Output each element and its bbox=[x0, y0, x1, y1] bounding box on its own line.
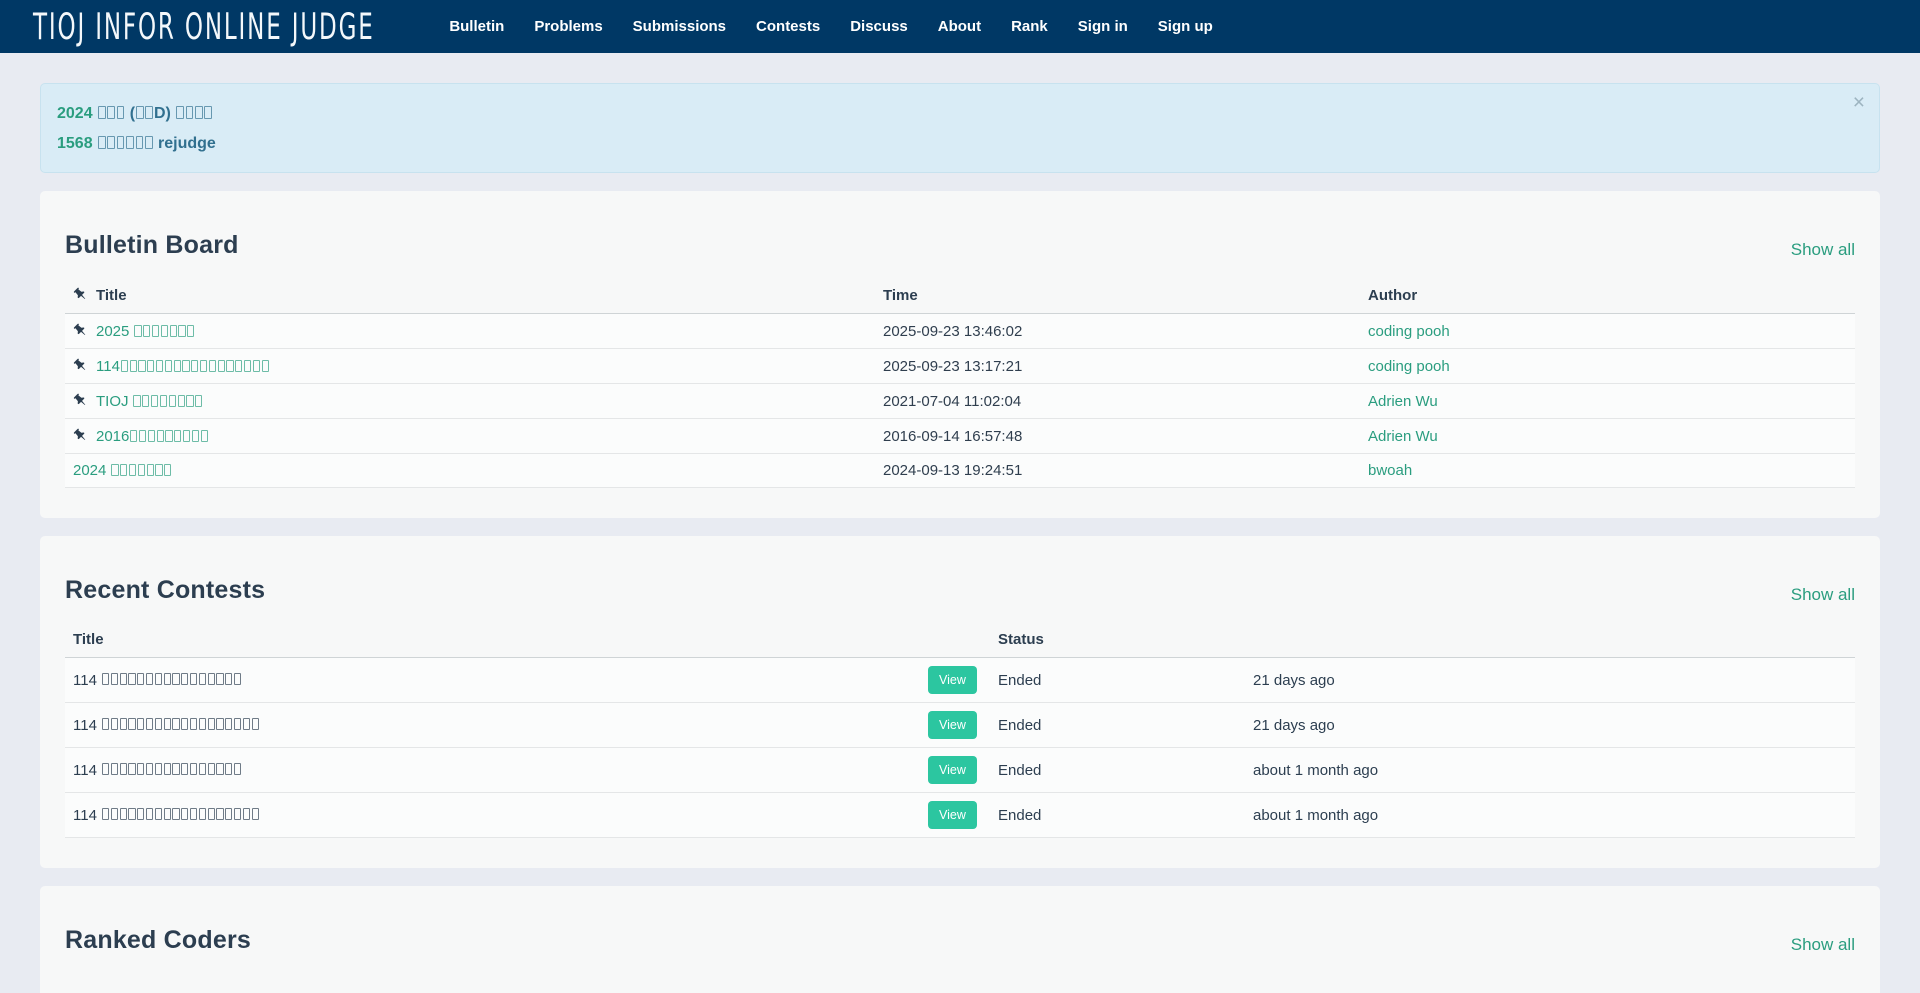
bulletin-row: 2024 2024-09-13 19:24:51 bwoah bbox=[65, 453, 1855, 488]
view-button[interactable]: View bbox=[928, 711, 977, 739]
contests-table: Title Status 114 View Ended 21 days ago … bbox=[65, 621, 1855, 838]
contest-row: 114 View Ended about 1 month ago bbox=[65, 747, 1855, 793]
contest-title: 114 bbox=[65, 748, 920, 793]
contests-show-all-link[interactable]: Show all bbox=[1790, 585, 1855, 604]
announcement-line: 2024 (D) bbox=[57, 99, 1861, 129]
pushpin-icon bbox=[73, 357, 90, 374]
bulletin-row: 114 2025-09-23 13:17:21 coding pooh bbox=[65, 348, 1855, 384]
contest-time-ago: about 1 month ago bbox=[1253, 761, 1379, 779]
contest-title: 114 bbox=[65, 658, 920, 703]
announcement-link-1568[interactable]: 1568 bbox=[57, 135, 93, 152]
bulletin-row: 2025 2025-09-23 13:46:02 coding pooh bbox=[65, 313, 1855, 349]
contest-row: 114 View Ended about 1 month ago bbox=[65, 792, 1855, 838]
ranked-coders-panel: Ranked Coders Show all bbox=[40, 886, 1880, 993]
nav-item-sign-up[interactable]: Sign up bbox=[1157, 18, 1213, 35]
bulletin-post-time: 2021-07-04 11:02:04 bbox=[883, 392, 1022, 410]
contests-col-title: Title bbox=[73, 631, 104, 648]
view-button[interactable]: View bbox=[928, 801, 977, 829]
bulletin-post-time: 2016-09-14 16:57:48 bbox=[883, 427, 1023, 445]
contest-status: Ended bbox=[998, 761, 1042, 779]
contest-time-ago: 21 days ago bbox=[1253, 671, 1335, 689]
bulletin-table: Title Time Author 2025 2025-09-23 13:46:… bbox=[65, 276, 1855, 488]
contest-status: Ended bbox=[998, 716, 1042, 734]
ranked-coders-title: Ranked Coders bbox=[65, 926, 251, 954]
announcement-text: rejudge bbox=[93, 135, 216, 152]
brand-logo[interactable]: TIOJ INFOR ONLINE JUDGE bbox=[33, 5, 375, 48]
contest-row: 114 View Ended 21 days ago bbox=[65, 702, 1855, 748]
contest-row: 114 View Ended 21 days ago bbox=[65, 657, 1855, 703]
view-button[interactable]: View bbox=[928, 756, 977, 784]
bulletin-post-link[interactable]: 2025 bbox=[96, 323, 195, 340]
bulletin-post-time: 2025-09-23 13:17:21 bbox=[883, 357, 1023, 375]
bulletin-post-time: 2025-09-23 13:46:02 bbox=[883, 322, 1023, 340]
bulletin-post-link[interactable]: 2016 bbox=[96, 428, 209, 445]
announcement-text: (D) bbox=[93, 105, 213, 122]
nav-item-sign-in[interactable]: Sign in bbox=[1077, 18, 1128, 35]
contest-status: Ended bbox=[998, 806, 1042, 824]
announcement-line: 1568 rejudge bbox=[57, 129, 1861, 159]
nav-item-submissions[interactable]: Submissions bbox=[632, 18, 727, 35]
bulletin-author-link[interactable]: Adrien Wu bbox=[1368, 392, 1438, 410]
nav-item-contests[interactable]: Contests bbox=[756, 18, 821, 35]
announcement-link-2024[interactable]: 2024 bbox=[57, 105, 93, 122]
contest-time-ago: about 1 month ago bbox=[1253, 806, 1379, 824]
bulletin-show-all-link[interactable]: Show all bbox=[1790, 240, 1855, 259]
bulletin-row: 2016 2016-09-14 16:57:48 Adrien Wu bbox=[65, 418, 1855, 454]
bulletin-board-panel: Bulletin Board Show all Title Time Autho… bbox=[40, 191, 1880, 518]
nav-item-problems[interactable]: Problems bbox=[534, 18, 603, 35]
nav-item-discuss[interactable]: Discuss bbox=[850, 18, 908, 35]
bulletin-post-link[interactable]: 114 bbox=[96, 358, 270, 375]
contests-col-status: Status bbox=[998, 631, 1044, 648]
bulletin-board-title: Bulletin Board bbox=[65, 231, 239, 259]
contests-col-view bbox=[920, 621, 990, 658]
bulletin-post-link[interactable]: 2024 bbox=[73, 462, 172, 479]
contest-title: 114 bbox=[65, 793, 920, 838]
pushpin-icon bbox=[73, 392, 90, 409]
bulletin-post-link[interactable]: TIOJ bbox=[96, 393, 203, 410]
bulletin-post-time: 2024-09-13 19:24:51 bbox=[883, 462, 1023, 479]
nav-items: Bulletin Problems Submissions Contests D… bbox=[434, 0, 1227, 53]
nav-item-about[interactable]: About bbox=[937, 18, 982, 35]
nav-item-rank[interactable]: Rank bbox=[1011, 18, 1048, 35]
contest-title: 114 bbox=[65, 703, 920, 748]
contest-status: Ended bbox=[998, 671, 1042, 689]
announcement-alert: 2024 (D) 1568 rejudge × bbox=[40, 83, 1880, 173]
bulletin-col-time: Time bbox=[883, 286, 918, 304]
contests-col-ago bbox=[1245, 621, 1855, 658]
bulletin-row: TIOJ 2021-07-04 11:02:04 Adrien Wu bbox=[65, 383, 1855, 419]
bulletin-author-link[interactable]: bwoah bbox=[1368, 462, 1413, 479]
bulletin-author-link[interactable]: coding pooh bbox=[1368, 322, 1450, 340]
pushpin-icon bbox=[73, 322, 90, 339]
bulletin-author-link[interactable]: coding pooh bbox=[1368, 357, 1450, 375]
bulletin-col-author: Author bbox=[1368, 286, 1418, 304]
pushpin-icon bbox=[73, 427, 90, 444]
pushpin-icon bbox=[73, 286, 90, 303]
ranked-show-all-link[interactable]: Show all bbox=[1790, 935, 1855, 954]
recent-contests-panel: Recent Contests Show all Title Status 11… bbox=[40, 536, 1880, 868]
navbar: TIOJ INFOR ONLINE JUDGE Bulletin Problem… bbox=[0, 0, 1920, 53]
recent-contests-title: Recent Contests bbox=[65, 576, 266, 604]
view-button[interactable]: View bbox=[928, 666, 977, 694]
bulletin-col-title: Title bbox=[65, 276, 875, 314]
alert-close-icon[interactable]: × bbox=[1852, 91, 1865, 114]
contest-time-ago: 21 days ago bbox=[1253, 716, 1335, 734]
bulletin-author-link[interactable]: Adrien Wu bbox=[1368, 427, 1438, 445]
nav-item-bulletin[interactable]: Bulletin bbox=[449, 18, 505, 35]
